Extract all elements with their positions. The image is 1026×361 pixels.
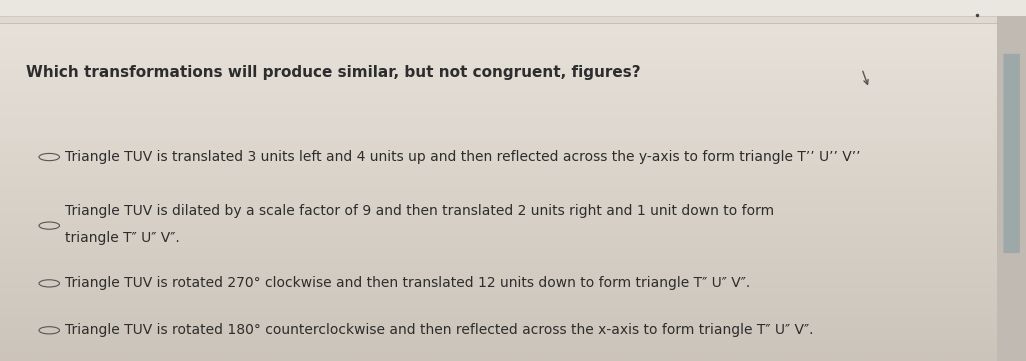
Text: Triangle TUV is rotated 270° clockwise and then translated 12 units down to form: Triangle TUV is rotated 270° clockwise a…: [65, 277, 750, 290]
FancyBboxPatch shape: [997, 0, 1026, 361]
Text: Triangle TUV is rotated 180° counterclockwise and then reflected across the x-ax: Triangle TUV is rotated 180° countercloc…: [65, 323, 814, 337]
Text: Triangle TUV is translated 3 units left and 4 units up and then reflected across: Triangle TUV is translated 3 units left …: [65, 150, 860, 164]
FancyBboxPatch shape: [0, 0, 1026, 16]
Text: Which transformations will produce similar, but not congruent, figures?: Which transformations will produce simil…: [26, 65, 640, 80]
FancyBboxPatch shape: [1003, 54, 1020, 253]
Text: triangle T″ U″ V″.: triangle T″ U″ V″.: [65, 231, 180, 245]
FancyBboxPatch shape: [0, 0, 1026, 23]
Text: Triangle TUV is dilated by a scale factor of 9 and then translated 2 units right: Triangle TUV is dilated by a scale facto…: [65, 204, 774, 218]
